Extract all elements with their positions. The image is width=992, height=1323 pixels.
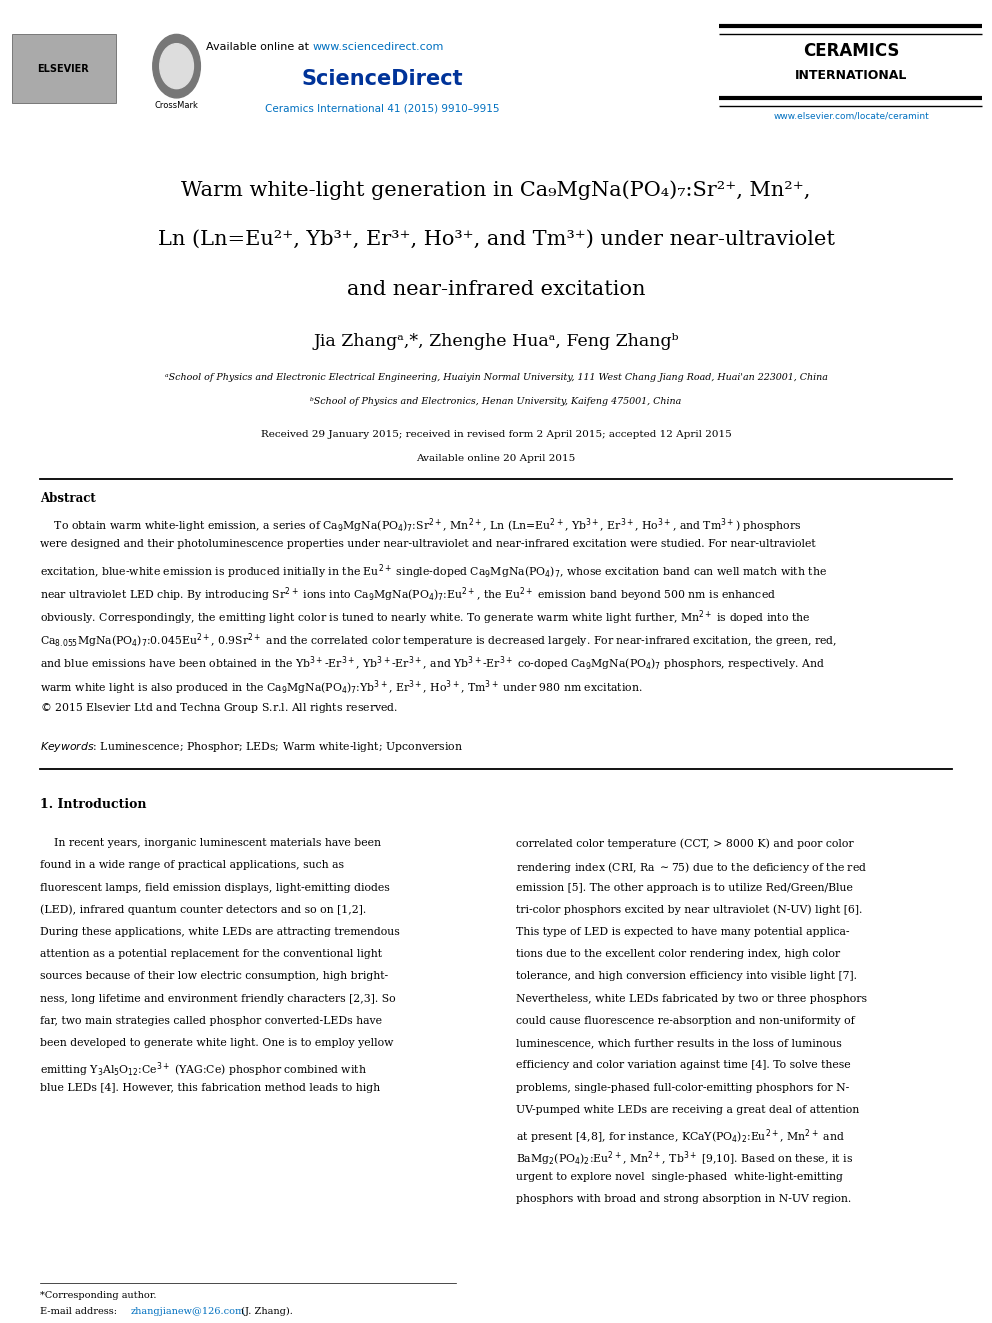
Text: tions due to the excellent color rendering index, high color: tions due to the excellent color renderi…: [516, 950, 840, 959]
Text: attention as a potential replacement for the conventional light: attention as a potential replacement for…: [40, 950, 382, 959]
Text: warm white light is also produced in the Ca$_9$MgNa(PO$_4$)$_7$:Yb$^{3+}$, Er$^{: warm white light is also produced in the…: [40, 677, 643, 697]
Text: Received 29 January 2015; received in revised form 2 April 2015; accepted 12 Apr: Received 29 January 2015; received in re…: [261, 430, 731, 439]
Text: rendering index (CRI, Ra $\sim$75) due to the deficiency of the red: rendering index (CRI, Ra $\sim$75) due t…: [516, 860, 867, 876]
Text: BaMg$_2$(PO$_4$)$_2$:Eu$^{2+}$, Mn$^{2+}$, Tb$^{3+}$ [9,10]. Based on these, it : BaMg$_2$(PO$_4$)$_2$:Eu$^{2+}$, Mn$^{2+}…: [516, 1150, 853, 1168]
Text: emission [5]. The other approach is to utilize Red/Green/Blue: emission [5]. The other approach is to u…: [516, 882, 853, 893]
Text: luminescence, which further results in the loss of luminous: luminescence, which further results in t…: [516, 1039, 841, 1048]
Text: Available online at: Available online at: [206, 42, 312, 53]
Text: far, two main strategies called phosphor converted-LEDs have: far, two main strategies called phosphor…: [40, 1016, 382, 1025]
Text: blue LEDs [4]. However, this fabrication method leads to high: blue LEDs [4]. However, this fabrication…: [40, 1082, 380, 1093]
Text: emitting Y$_3$Al$_5$O$_{12}$:Ce$^{3+}$ (YAG:Ce) phosphor combined with: emitting Y$_3$Al$_5$O$_{12}$:Ce$^{3+}$ (…: [40, 1061, 366, 1080]
Text: To obtain warm white-light emission, a series of Ca$_9$MgNa(PO$_4$)$_7$:Sr$^{2+}: To obtain warm white-light emission, a s…: [40, 516, 802, 534]
Text: Abstract: Abstract: [40, 492, 95, 505]
Text: been developed to generate white light. One is to employ yellow: been developed to generate white light. …: [40, 1039, 393, 1048]
Text: correlated color temperature (CCT, > 8000 K) and poor color: correlated color temperature (CCT, > 800…: [516, 839, 853, 848]
Text: obviously. Correspondingly, the emitting light color is tuned to nearly white. T: obviously. Correspondingly, the emitting…: [40, 609, 810, 627]
Text: fluorescent lamps, field emission displays, light-emitting diodes: fluorescent lamps, field emission displa…: [40, 882, 390, 893]
Text: and near-infrared excitation: and near-infrared excitation: [347, 280, 645, 299]
Text: 1. Introduction: 1. Introduction: [40, 799, 146, 811]
Text: During these applications, white LEDs are attracting tremendous: During these applications, white LEDs ar…: [40, 927, 400, 937]
Text: INTERNATIONAL: INTERNATIONAL: [795, 69, 908, 82]
Text: found in a wide range of practical applications, such as: found in a wide range of practical appli…: [40, 860, 343, 871]
Text: ᵃSchool of Physics and Electronic Electrical Engineering, Huaiyin Normal Univers: ᵃSchool of Physics and Electronic Electr…: [165, 373, 827, 382]
Text: $\it{Keywords}$: Luminescence; Phosphor; LEDs; Warm white-light; Upconversion: $\it{Keywords}$: Luminescence; Phosphor;…: [40, 741, 463, 754]
Text: and blue emissions have been obtained in the Yb$^{3+}$-Er$^{3+}$, Yb$^{3+}$-Er$^: and blue emissions have been obtained in…: [40, 655, 824, 673]
Text: problems, single-phased full-color-emitting phosphors for N-: problems, single-phased full-color-emitt…: [516, 1082, 849, 1093]
Circle shape: [160, 44, 193, 89]
Text: Jia Zhangᵃ,*, Zhenghe Huaᵃ, Feng Zhangᵇ: Jia Zhangᵃ,*, Zhenghe Huaᵃ, Feng Zhangᵇ: [313, 333, 679, 351]
Text: CERAMICS: CERAMICS: [803, 42, 900, 61]
Circle shape: [153, 34, 200, 98]
Text: ᵇSchool of Physics and Electronics, Henan University, Kaifeng 475001, China: ᵇSchool of Physics and Electronics, Hena…: [310, 397, 682, 406]
Text: at present [4,8], for instance, KCaY(PO$_4$)$_2$:Eu$^{2+}$, Mn$^{2+}$ and: at present [4,8], for instance, KCaY(PO$…: [516, 1127, 844, 1146]
Text: phosphors with broad and strong absorption in N-UV region.: phosphors with broad and strong absorpti…: [516, 1193, 851, 1204]
Text: ness, long lifetime and environment friendly characters [2,3]. So: ness, long lifetime and environment frie…: [40, 994, 395, 1004]
Text: ScienceDirect: ScienceDirect: [302, 69, 462, 89]
Text: (J. Zhang).: (J. Zhang).: [238, 1307, 293, 1316]
Text: Ln (Ln=Eu²⁺, Yb³⁺, Er³⁺, Ho³⁺, and Tm³⁺) under near-ultraviolet: Ln (Ln=Eu²⁺, Yb³⁺, Er³⁺, Ho³⁺, and Tm³⁺)…: [158, 230, 834, 249]
Text: excitation, blue-white emission is produced initially in the Eu$^{2+}$ single-do: excitation, blue-white emission is produ…: [40, 562, 826, 581]
Text: $\copyright$ 2015 Elsevier Ltd and Techna Group S.r.l. All rights reserved.: $\copyright$ 2015 Elsevier Ltd and Techn…: [40, 701, 398, 716]
Text: This type of LED is expected to have many potential applica-: This type of LED is expected to have man…: [516, 927, 849, 937]
Text: sources because of their low electric consumption, high bright-: sources because of their low electric co…: [40, 971, 388, 982]
Text: Available online 20 April 2015: Available online 20 April 2015: [417, 454, 575, 463]
Text: CrossMark: CrossMark: [155, 101, 198, 110]
Text: Ceramics International 41 (2015) 9910–9915: Ceramics International 41 (2015) 9910–99…: [265, 103, 499, 114]
Text: could cause fluorescence re-absorption and non-uniformity of: could cause fluorescence re-absorption a…: [516, 1016, 854, 1025]
Text: (LED), infrared quantum counter detectors and so on [1,2].: (LED), infrared quantum counter detector…: [40, 905, 366, 916]
Text: Warm white-light generation in Ca₉MgNa(PO₄)₇:Sr²⁺, Mn²⁺,: Warm white-light generation in Ca₉MgNa(P…: [182, 180, 810, 200]
Text: urgent to explore novel  single-phased  white-light-emitting: urgent to explore novel single-phased wh…: [516, 1172, 843, 1181]
Text: www.sciencedirect.com: www.sciencedirect.com: [312, 42, 443, 53]
Text: were designed and their photoluminescence properties under near-ultraviolet and : were designed and their photoluminescenc…: [40, 540, 815, 549]
Text: In recent years, inorganic luminescent materials have been: In recent years, inorganic luminescent m…: [40, 839, 381, 848]
Text: Nevertheless, white LEDs fabricated by two or three phosphors: Nevertheless, white LEDs fabricated by t…: [516, 994, 867, 1004]
Text: near ultraviolet LED chip. By introducing Sr$^{2+}$ ions into Ca$_9$MgNa(PO$_4$): near ultraviolet LED chip. By introducin…: [40, 585, 776, 605]
Text: ELSEVIER: ELSEVIER: [38, 64, 89, 74]
Text: *Corresponding author.: *Corresponding author.: [40, 1291, 156, 1301]
Text: tri-color phosphors excited by near ultraviolet (N-UV) light [6].: tri-color phosphors excited by near ultr…: [516, 905, 862, 916]
Text: www.elsevier.com/locate/ceramint: www.elsevier.com/locate/ceramint: [773, 111, 930, 120]
Text: UV-pumped white LEDs are receiving a great deal of attention: UV-pumped white LEDs are receiving a gre…: [516, 1105, 859, 1115]
Text: efficiency and color variation against time [4]. To solve these: efficiency and color variation against t…: [516, 1061, 850, 1070]
Text: tolerance, and high conversion efficiency into visible light [7].: tolerance, and high conversion efficienc…: [516, 971, 857, 982]
Text: E-mail address:: E-mail address:: [40, 1307, 120, 1316]
Text: zhangjianew@126.com: zhangjianew@126.com: [131, 1307, 245, 1316]
Bar: [12, 34, 116, 103]
Text: Ca$_{8.055}$MgNa(PO$_4$)$_7$:0.045Eu$^{2+}$, 0.9Sr$^{2+}$ and the correlated col: Ca$_{8.055}$MgNa(PO$_4$)$_7$:0.045Eu$^{2…: [40, 632, 837, 651]
